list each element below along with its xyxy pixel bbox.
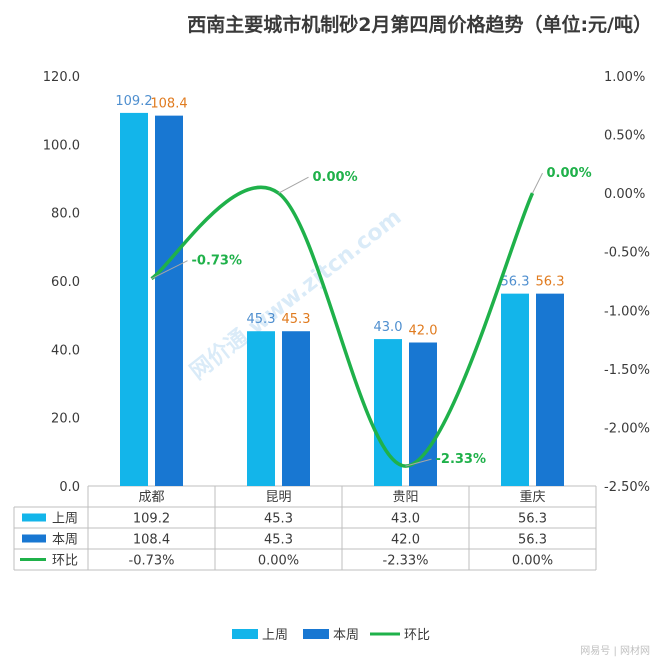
- line-data-label: -2.33%: [436, 452, 487, 467]
- y2-tick-label: -0.50%: [604, 246, 650, 261]
- line-label-leader: [405, 458, 432, 467]
- legend-label: 本周: [333, 628, 359, 643]
- table-cell: 42.0: [391, 533, 420, 548]
- bar-data-label: 45.3: [282, 312, 311, 327]
- table-cell: 56.3: [518, 533, 547, 548]
- y2-tick-label: 1.00%: [604, 70, 645, 85]
- x-tick-label: 贵阳: [392, 490, 418, 505]
- legend-label: 环比: [404, 628, 430, 643]
- y2-tick-label: -2.50%: [604, 480, 650, 495]
- table-legend-key: [22, 534, 46, 543]
- y-tick-label: 20.0: [51, 412, 80, 427]
- y-tick-label: 80.0: [51, 207, 80, 222]
- bar: [536, 293, 564, 486]
- table-legend-key: [22, 513, 46, 522]
- bar-data-label: 45.3: [247, 312, 276, 327]
- change-line-series: -0.73% 0.00% -2.33% 0.00%: [150, 166, 592, 468]
- table-cell: -0.73%: [129, 554, 175, 569]
- table-cell: 108.4: [133, 533, 170, 548]
- legend-key: [232, 629, 258, 639]
- table-cell: 45.3: [264, 533, 293, 548]
- bar-data-label: 56.3: [501, 275, 530, 290]
- line-label-leader: [532, 172, 543, 194]
- bar-data-label: 42.0: [409, 324, 438, 339]
- legend-label: 上周: [262, 628, 288, 643]
- table-cell: 45.3: [264, 512, 293, 527]
- table-cell: -2.33%: [383, 554, 429, 569]
- y2-tick-label: 0.00%: [604, 187, 645, 202]
- y-tick-label: 0.0: [59, 480, 80, 495]
- legend-key: [303, 629, 329, 639]
- table-cell: 0.00%: [258, 554, 299, 569]
- y-tick-label: 60.0: [51, 275, 80, 290]
- table-cell: 109.2: [133, 512, 170, 527]
- x-tick-label: 重庆: [519, 489, 545, 505]
- y-tick-label: 40.0: [51, 343, 80, 358]
- bar: [501, 293, 529, 486]
- x-tick-label: 成都: [138, 490, 164, 505]
- y2-tick-label: -2.00%: [604, 421, 650, 436]
- table-row-label: 环比: [52, 554, 78, 569]
- y2-tick-label: -1.50%: [604, 363, 650, 378]
- line-data-label: 0.00%: [547, 166, 592, 181]
- chart-title: 西南主要城市机制砂2月第四周价格趋势（单位:元/吨）: [187, 14, 652, 36]
- y-tick-label: 120.0: [43, 70, 80, 85]
- bar: [120, 112, 148, 487]
- line-label-leader: [278, 176, 309, 194]
- line-label-leader: [151, 260, 188, 280]
- table-row-label: 上周: [52, 512, 78, 527]
- bar: [155, 115, 183, 486]
- table-row-label: 本周: [52, 533, 78, 548]
- y2-tick-label: 0.50%: [604, 129, 645, 144]
- bar-data-label: 43.0: [374, 320, 403, 335]
- change-line: [150, 185, 535, 468]
- table-cell: 0.00%: [512, 554, 553, 569]
- bar-data-label: 56.3: [536, 275, 565, 290]
- line-data-label: -0.73%: [192, 254, 243, 269]
- bar-data-label: 108.4: [150, 97, 187, 112]
- footer-logo: 网易号 | 网材网: [580, 646, 650, 657]
- bar: [247, 331, 275, 486]
- y-tick-label: 100.0: [43, 138, 80, 153]
- chart-legend: 上周 本周 环比: [232, 628, 430, 643]
- line-data-label: 0.00%: [313, 170, 358, 185]
- y2-tick-label: -1.00%: [604, 304, 650, 319]
- table-cell: 56.3: [518, 512, 547, 527]
- bar-data-label: 109.2: [115, 94, 152, 109]
- bar: [282, 331, 310, 486]
- bar-series: 109.2 45.3 43.0 56.3 108.4 45.3 42.0 56.3: [115, 94, 565, 487]
- table-cell: 43.0: [391, 512, 420, 527]
- x-tick-label: 昆明: [265, 490, 291, 505]
